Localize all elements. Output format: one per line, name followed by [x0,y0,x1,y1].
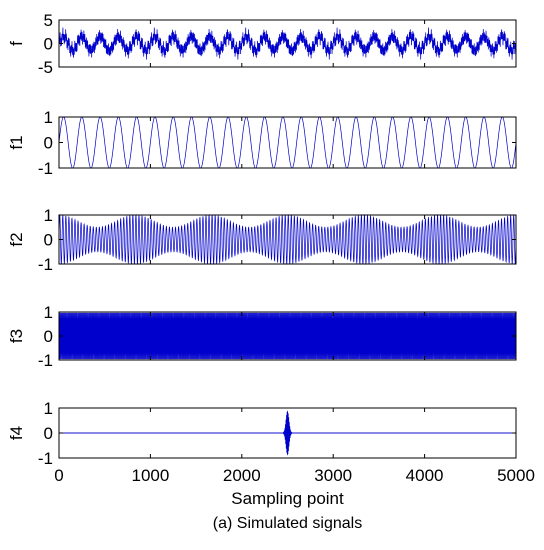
panel-1-ytick-label: 5 [44,11,53,30]
panel-2-ytick-label: 0 [44,134,53,153]
xtick-label: 3000 [314,466,352,485]
panel-4-ylabel: f3 [7,329,26,343]
panel-3-ylabel: f2 [7,232,26,246]
xtick-label: 4000 [406,466,444,485]
panel-2-ylabel: f1 [7,135,26,149]
panel-1-ytick-label: 0 [44,35,53,54]
panel-3-ytick-label: 1 [44,206,53,225]
panel-5-signal-line [59,410,516,456]
panel-4-ytick-label: -1 [38,351,53,370]
panel-1-ytick-label: -5 [38,58,53,77]
panel-4-signal-line [58,312,517,360]
panel-5-ytick-label: 1 [44,399,53,418]
panel-1-ylabel: f [7,41,26,46]
panel-2-signal-line [58,116,517,169]
panel-3-signal-line [58,214,517,265]
xtick-label: 5000 [497,466,535,485]
figure-caption: (a) Simulated signals [213,515,362,532]
panel-2-ytick-label: 1 [44,108,53,127]
panel-1-signal-line [58,27,517,60]
xtick-label: 0 [54,466,63,485]
x-axis-label: Sampling point [231,489,344,508]
panel-5-ytick-label: 0 [44,424,53,443]
panel-5-ylabel: f4 [7,426,26,440]
panel-2-ytick-label: -1 [38,159,53,178]
panel-4-ytick-label: 0 [44,327,53,346]
xtick-label: 2000 [223,466,261,485]
xtick-label: 1000 [131,466,169,485]
panel-3-ytick-label: -1 [38,255,53,274]
panel-4-ytick-label: 1 [44,303,53,322]
panel-3-ytick-label: 0 [44,231,53,250]
panel-5-ytick-label: -1 [38,449,53,468]
